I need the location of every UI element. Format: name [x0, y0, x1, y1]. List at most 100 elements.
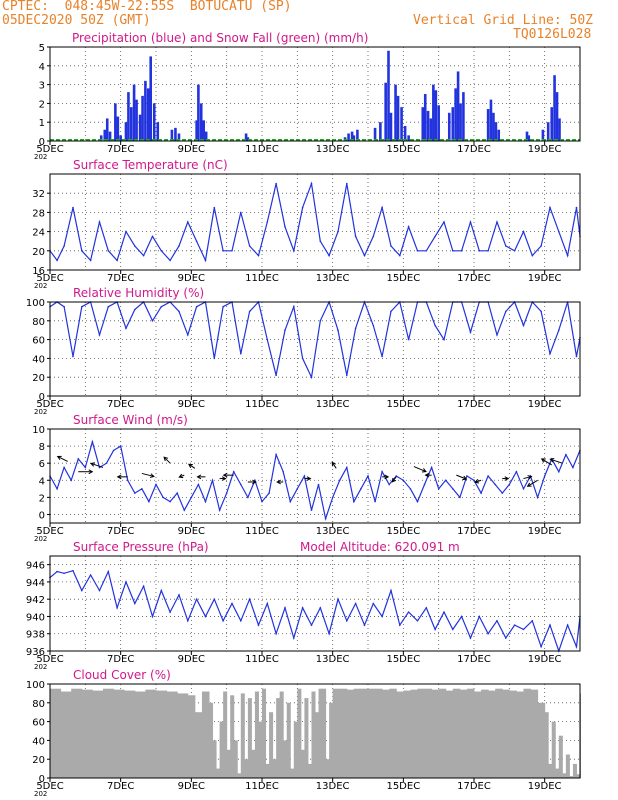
wind-point: [63, 466, 65, 469]
precip-title: Precipitation (blue) and Snow Fall (gree…: [72, 31, 368, 45]
temp-point: [575, 206, 578, 209]
rh-point: [222, 305, 224, 308]
wind-point: [402, 479, 405, 482]
rh-point: [240, 352, 242, 355]
rh-ytick-label: 60: [32, 336, 45, 347]
precip-xtick-label: 7DEC: [107, 144, 134, 155]
pressure-point: [319, 607, 322, 609]
wind-ytick-label: 2: [39, 493, 45, 504]
temp-point: [56, 259, 58, 262]
cloud-ytick-label: 20: [32, 755, 45, 766]
wind-point: [162, 496, 164, 499]
pressure-point: [478, 615, 481, 618]
precip-bar: [434, 90, 438, 141]
rh-xtick-label: 7DEC: [107, 399, 134, 410]
wind-arrow-head: [252, 479, 257, 485]
wind-xtick-label: 9DEC: [178, 526, 205, 537]
precip-bar: [429, 118, 433, 141]
pressure-point: [505, 637, 507, 639]
pressure-point: [443, 611, 445, 613]
pressure-point: [89, 574, 92, 576]
temp-point: [125, 230, 127, 233]
temp-point: [522, 230, 525, 233]
precip-xtick-label: 13DEC: [316, 144, 350, 155]
wind-line: [49, 439, 581, 522]
temp-ytick-label: 20: [32, 247, 45, 258]
cloud-bar: [315, 712, 320, 778]
precip-bar: [394, 84, 397, 141]
wind-point: [317, 483, 320, 486]
cloud-bar: [145, 689, 157, 778]
pressure-point: [81, 589, 83, 592]
wind-arrow-head: [424, 472, 430, 478]
precip-xtick-label: 17DEC: [457, 144, 491, 155]
wind-point: [254, 479, 256, 482]
rh-title: Relative Humidity (%): [73, 286, 204, 300]
pressure-point: [575, 645, 578, 648]
wind-point: [268, 492, 270, 494]
temp-point: [98, 221, 101, 223]
temp-xtick-label: 19DEC: [528, 273, 562, 284]
pressure-point: [381, 615, 383, 618]
rh-xtick-label: 11DEC: [245, 399, 279, 410]
pressure-point: [213, 598, 216, 600]
cloud-bar: [382, 689, 390, 778]
wind-point: [543, 475, 546, 477]
temp-point: [89, 259, 92, 262]
wind-arrow: [474, 479, 482, 483]
pressure-point: [328, 632, 330, 635]
rh-point: [187, 334, 189, 336]
wind-point: [409, 488, 412, 490]
precip-bar: [149, 56, 152, 141]
cloud-bar: [293, 721, 298, 778]
precip-ytick-label: 1: [39, 118, 45, 129]
pressure-ytick-label: 944: [26, 578, 45, 589]
pressure-point: [301, 607, 304, 609]
precip-bar: [350, 131, 354, 141]
wind-point: [303, 475, 306, 477]
pressure-point: [231, 602, 233, 605]
wind-point: [155, 483, 157, 486]
wind-point: [282, 470, 285, 473]
wind-arrow-head: [421, 468, 427, 473]
temp-point: [460, 250, 463, 252]
precip-ytick-label: 4: [39, 62, 45, 73]
wind-arrow-head: [384, 474, 390, 480]
wind-arrow-head: [391, 477, 397, 483]
pressure-ytick-label: 946: [26, 561, 45, 572]
precip-ytick-label: 5: [39, 43, 45, 54]
temp-point: [531, 254, 534, 257]
pressure-point: [275, 632, 277, 635]
temp-ytick-label: 24: [32, 228, 45, 239]
wind-point: [388, 483, 391, 486]
wind-arrow: [331, 462, 337, 469]
rh-ytick-label: 0: [39, 392, 45, 403]
pressure-point: [178, 594, 180, 596]
wind-arrow: [550, 458, 563, 464]
pressure-point: [240, 619, 242, 622]
precip-bar: [146, 88, 150, 141]
temp-point: [204, 259, 207, 262]
wind-point: [346, 466, 348, 469]
wind-point: [381, 470, 383, 473]
cloud-bar: [576, 774, 581, 778]
precip-bar: [553, 75, 556, 141]
cloud-bar: [60, 691, 72, 778]
wind-panel: 0 2 4 6 8 10: [32, 425, 581, 527]
temp-point: [231, 250, 233, 252]
temp-point: [240, 211, 242, 214]
temp-point: [566, 254, 569, 257]
rh-point: [195, 305, 198, 308]
header-grid-note: Vertical Grid Line: 50Z: [413, 13, 594, 28]
header-run-code: TQ0126L028: [513, 27, 592, 42]
wind-point: [515, 470, 518, 473]
cloud-bar: [240, 693, 245, 778]
precip-bar: [407, 135, 410, 141]
wind-point: [416, 500, 419, 503]
cloud-bar: [445, 690, 454, 778]
rh-point: [284, 329, 286, 332]
temp-point: [505, 245, 507, 247]
wind-point: [247, 496, 249, 499]
temp-ytick-label: 16: [32, 266, 45, 277]
precip-panel: 0 1 2 3 4 5: [39, 43, 581, 148]
